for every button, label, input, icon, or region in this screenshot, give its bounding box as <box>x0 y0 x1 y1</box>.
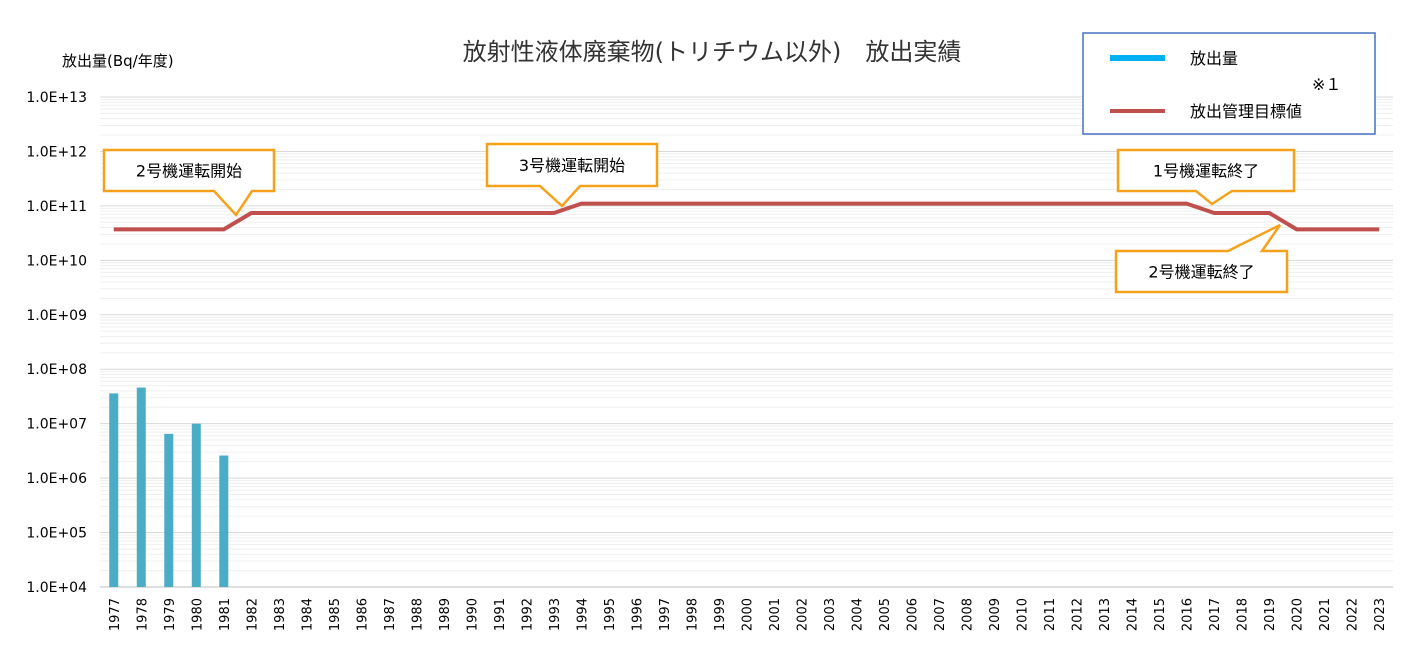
annotations: 2号機運転開始 3号機運転開始 1号機運転終了 2号機運転終了 <box>102 142 1296 294</box>
bar <box>164 433 174 587</box>
y-tick-label: 1.0E+11 <box>26 199 87 215</box>
x-tick-label: 1978 <box>135 598 150 631</box>
callout-text: 2号機運転開始 <box>136 162 242 181</box>
x-tick-label: 2004 <box>851 598 866 631</box>
x-tick-label: 2023 <box>1373 598 1388 631</box>
x-tick-label: 1977 <box>108 598 123 631</box>
x-tick-label: 1980 <box>190 598 205 631</box>
y-tick-label: 1.0E+08 <box>26 362 87 378</box>
x-tick-label: 1989 <box>438 598 453 631</box>
legend-label-target: 放出管理目標値 <box>1190 102 1302 121</box>
x-tick-label: 1985 <box>328 598 343 631</box>
x-tick-label: 2016 <box>1181 598 1196 631</box>
x-tick-label: 1996 <box>630 598 645 631</box>
x-tick-label: 2012 <box>1071 598 1086 631</box>
y-tick-label: 1.0E+07 <box>26 417 87 433</box>
x-tick-label: 1991 <box>493 598 508 631</box>
x-tick-label: 1983 <box>273 598 288 631</box>
x-tick-label: 1990 <box>465 598 480 631</box>
x-tick-label: 1984 <box>300 598 315 631</box>
x-tick-label: 2000 <box>741 598 756 631</box>
target-line <box>113 201 1380 232</box>
x-tick-label: 1999 <box>713 598 728 631</box>
x-tick-label: 2022 <box>1346 598 1361 631</box>
x-tick-label: 1982 <box>245 598 260 631</box>
x-tick-label: 1987 <box>383 598 398 631</box>
x-tick-label: 2005 <box>878 598 893 631</box>
bar <box>191 423 201 587</box>
x-tick-label: 2001 <box>768 598 783 631</box>
callout-box <box>1114 223 1289 294</box>
x-tick-label: 2013 <box>1098 598 1113 631</box>
x-tick-label: 2017 <box>1208 598 1223 631</box>
y-tick-label: 1.0E+04 <box>26 580 87 596</box>
y-tick-labels: 1.0E+04 1.0E+05 1.0E+06 1.0E+07 1.0E+08 1.0E+… <box>26 90 87 596</box>
y-tick-label: 1.0E+12 <box>26 144 87 160</box>
x-tick-label: 2008 <box>961 598 976 631</box>
bar <box>136 387 146 587</box>
x-tick-label: 2020 <box>1291 598 1306 631</box>
y-tick-label: 1.0E+06 <box>26 471 87 487</box>
x-tick-label: 2014 <box>1126 598 1141 631</box>
x-tick-label: 1993 <box>548 598 563 631</box>
x-tick-label: 1998 <box>685 598 700 631</box>
y-tick-label: 1.0E+09 <box>26 308 87 324</box>
x-tick-label: 2006 <box>906 598 921 631</box>
callout-box <box>1116 148 1296 206</box>
x-tick-label: 1988 <box>410 598 425 631</box>
x-tick-label: 1981 <box>218 598 233 631</box>
x-tick-label: 2018 <box>1236 598 1251 631</box>
callout-text: 1号機運転終了 <box>1153 162 1259 181</box>
x-tick-label: 1979 <box>163 598 178 631</box>
legend-label-release: 放出量 <box>1190 49 1238 68</box>
x-tick-label: 2011 <box>1043 598 1058 631</box>
callout-box <box>485 142 659 208</box>
callout-text: 3号機運転開始 <box>519 156 625 175</box>
x-tick-labels: 1977 1978 1979 1980 1981 1982 1983 1984 1985 1986… <box>108 598 1388 631</box>
x-tick-label: 1995 <box>603 598 618 631</box>
y-axis-label: 放出量(Bq/年度) <box>62 52 174 70</box>
bar <box>109 393 119 587</box>
callout-text: 2号機運転終了 <box>1148 263 1254 282</box>
x-tick-label: 2007 <box>933 598 948 631</box>
bar <box>219 455 229 587</box>
x-tick-label: 2003 <box>823 598 838 631</box>
x-tick-label: 2019 <box>1263 598 1278 631</box>
x-tick-label: 1986 <box>355 598 370 631</box>
x-tick-label: 2015 <box>1153 598 1168 631</box>
x-tick-label: 1994 <box>575 598 590 631</box>
x-tick-label: 1997 <box>658 598 673 631</box>
x-tick-label: 2009 <box>988 598 1003 631</box>
callout-box <box>102 148 276 218</box>
chart-title: 放射性液体廃棄物(トリチウム以外) 放出実績 <box>463 38 962 66</box>
x-tick-label: 2021 <box>1318 598 1333 631</box>
y-tick-label: 1.0E+10 <box>26 253 87 269</box>
x-tick-label: 2002 <box>796 598 811 631</box>
x-tick-label: 2010 <box>1016 598 1031 631</box>
y-tick-label: 1.0E+13 <box>26 90 87 106</box>
bar-series <box>109 387 229 587</box>
legend-box <box>1082 32 1376 135</box>
x-tick-label: 1992 <box>520 598 535 631</box>
legend: 放出量 ※１ 放出管理目標値 <box>1082 32 1376 135</box>
y-tick-label: 1.0E+05 <box>26 526 87 542</box>
legend-note: ※１ <box>1312 75 1341 94</box>
